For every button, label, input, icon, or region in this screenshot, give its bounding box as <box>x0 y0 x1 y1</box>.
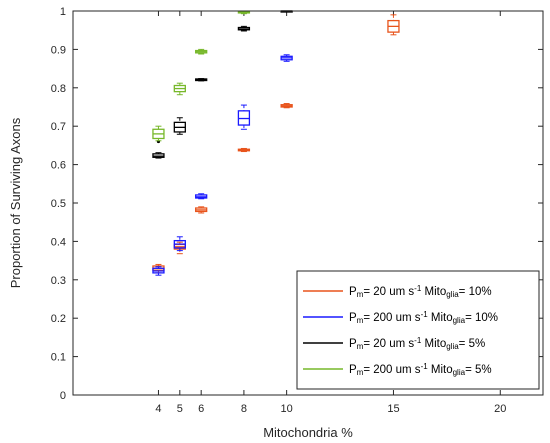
axis-ticks: 4 5 6 8 10 15 20 0 0.1 0.2 0.3 0.4 0.5 0.6 0.7 0.8 0.9 1 <box>51 6 543 415</box>
box <box>387 14 400 36</box>
x-tick-label: 8 <box>241 403 247 415</box>
box <box>195 78 208 82</box>
box <box>173 82 186 96</box>
x-tick-label: 4 <box>155 403 161 415</box>
plot-frame <box>72 10 544 396</box>
legend-label: Pm= 20 um s-1 Mitoglia= 10% <box>349 284 492 299</box>
legend-entry: Pm= 200 um s-1 Mitoglia= 5% <box>303 362 492 377</box>
box <box>280 54 293 62</box>
box <box>152 266 165 276</box>
box <box>195 48 208 55</box>
box <box>173 236 186 252</box>
y-tick-label: 0.2 <box>51 313 66 325</box>
box <box>237 25 251 32</box>
y-tick-label: 0.9 <box>51 44 66 56</box>
x-tick-label: 6 <box>198 403 204 415</box>
box <box>237 147 251 153</box>
y-tick-label: 0.7 <box>51 121 66 133</box>
legend-label: Pm= 20 um s-1 Mitoglia= 5% <box>349 336 485 351</box>
legend-label: Pm= 200 um s-1 Mitoglia= 5% <box>349 362 492 377</box>
x-tick-label: 10 <box>281 403 293 415</box>
y-tick-label: 0.1 <box>51 352 66 364</box>
box <box>195 206 208 214</box>
y-tick-label: 0.8 <box>51 83 66 95</box>
legend-entry: Pm= 200 um s-1 Mitoglia= 10% <box>303 310 498 325</box>
x-axis-title: Mitochondria % <box>263 425 353 440</box>
x-tick-label: 20 <box>494 403 506 415</box>
box <box>173 117 186 135</box>
x-tick-label: 5 <box>177 403 183 415</box>
legend-label: Pm= 200 um s-1 Mitoglia= 10% <box>349 310 498 325</box>
y-tick-label: 0.4 <box>51 236 66 248</box>
box <box>280 103 293 109</box>
y-tick-label: 0.6 <box>51 160 66 172</box>
box <box>195 193 208 200</box>
x-tick-label: 15 <box>387 403 399 415</box>
box <box>152 125 165 142</box>
y-axis-title: Proportion of Surviving Axons <box>8 117 23 288</box>
legend-entry: Pm= 20 um s-1 Mitoglia= 5% <box>303 336 485 351</box>
box <box>152 139 165 159</box>
y-tick-label: 1 <box>60 6 66 18</box>
legend-entry: Pm= 20 um s-1 Mitoglia= 10% <box>303 284 492 299</box>
y-tick-label: 0 <box>60 390 66 402</box>
box <box>237 104 251 130</box>
y-tick-label: 0.5 <box>51 198 66 210</box>
y-tick-label: 0.3 <box>51 275 66 287</box>
box-series <box>152 10 400 276</box>
legend: Pm= 20 um s-1 Mitoglia= 10% Pm= 200 um s-… <box>296 270 540 390</box>
